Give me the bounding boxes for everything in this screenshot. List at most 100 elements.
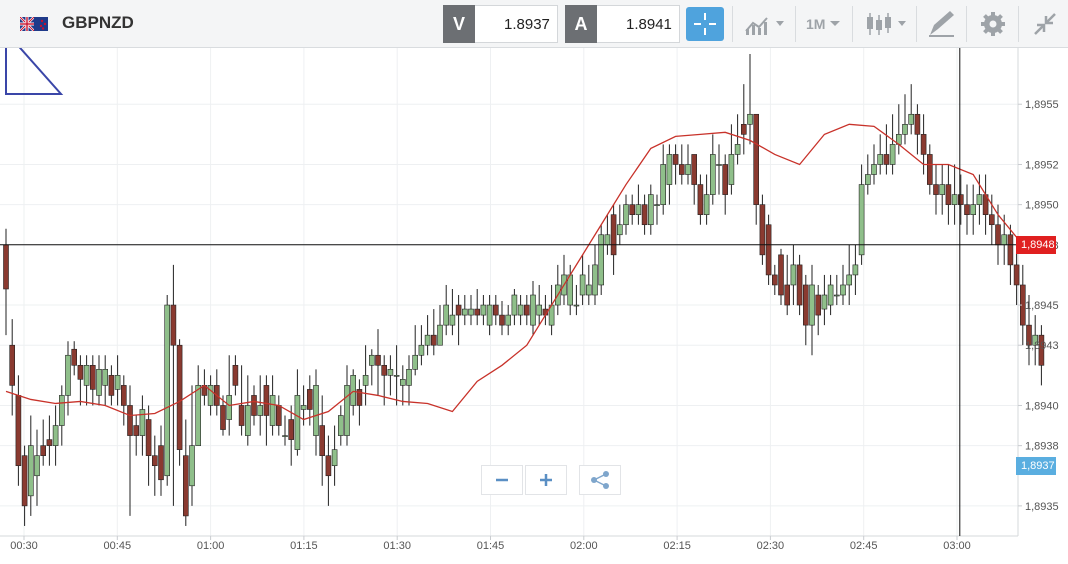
candle-body [647, 194, 654, 226]
gear-icon[interactable] [974, 5, 1012, 43]
candle-body [926, 154, 933, 185]
y-axis-labels: 1,8935 1,8938 1,8940 1,8943 1,8945 1,8948 1,89… [1018, 99, 1059, 513]
candlestick-icon[interactable] [860, 5, 910, 43]
sell-price[interactable]: 1.8937 [504, 16, 550, 33]
timeframe-selector[interactable]: 1M [806, 16, 826, 32]
triangle-drawing[interactable] [5, 48, 64, 95]
candle [895, 104, 902, 155]
x-tick-label: 01:00 [197, 540, 225, 552]
candle-body [455, 304, 462, 316]
candle [846, 244, 853, 306]
candle [412, 325, 419, 376]
candle [765, 214, 772, 285]
candle [1007, 224, 1014, 285]
line-chart-icon[interactable] [740, 5, 790, 43]
y-tick-label: 1,8943 [1025, 340, 1059, 352]
candle-body [536, 304, 543, 316]
buy-label[interactable]: A [565, 5, 597, 43]
candle-body [678, 164, 685, 175]
candle-body [46, 439, 53, 446]
buy-price[interactable]: 1.8941 [626, 16, 672, 33]
candle-body [995, 224, 1001, 246]
candle [139, 395, 146, 456]
price-chart[interactable]: 1,8935 1,8938 1,8940 1,8943 1,8945 1,8948 1,89… [0, 48, 1068, 564]
candle-body [753, 113, 760, 205]
candle-body [102, 369, 108, 386]
sell-label[interactable]: V [443, 5, 475, 43]
candle [722, 154, 729, 215]
y-tick-label: 1,8950 [1025, 200, 1059, 212]
x-tick-label: 02:45 [850, 540, 878, 552]
candle [15, 375, 22, 486]
candle [238, 365, 245, 436]
candle-body [1001, 234, 1008, 246]
candle-body [306, 389, 313, 410]
candle [58, 385, 65, 446]
candle-body [610, 214, 617, 256]
candle [784, 254, 791, 316]
chevron-down-icon[interactable] [826, 5, 846, 43]
candle [492, 295, 499, 326]
candle [65, 341, 71, 416]
candle-body [666, 154, 673, 185]
candle-body [815, 294, 822, 316]
candle-body [790, 264, 797, 286]
candle [610, 204, 617, 275]
candle-body [1007, 234, 1014, 266]
candle [548, 284, 555, 336]
candle-body [1013, 264, 1020, 286]
candle [939, 164, 946, 215]
candle [114, 355, 121, 406]
crosshair-button[interactable] [686, 7, 724, 41]
candle-body [288, 419, 295, 440]
candle [914, 104, 921, 155]
candle-body [183, 455, 189, 517]
candle [214, 369, 220, 416]
candle-body [337, 415, 344, 436]
zoom-in-button[interactable] [525, 465, 567, 495]
zoom-out-button[interactable] [481, 465, 523, 495]
x-tick-label: 02:15 [663, 540, 691, 552]
candle [499, 301, 505, 336]
candle-body [858, 184, 865, 256]
candle-body [641, 204, 648, 226]
candle [573, 284, 580, 316]
candle [852, 244, 859, 296]
candle [542, 295, 549, 326]
candle [685, 144, 691, 185]
candle [474, 288, 481, 326]
candle-body [170, 304, 177, 346]
candle [158, 425, 164, 496]
candle-body [945, 184, 952, 205]
candle-body [728, 154, 735, 185]
x-tick-label: 02:30 [757, 540, 785, 552]
candle [46, 415, 53, 466]
candle [207, 375, 214, 416]
candle-body [319, 425, 326, 456]
share-button[interactable] [579, 465, 621, 495]
candle-body [654, 204, 660, 206]
candle [269, 375, 276, 436]
candle [517, 295, 524, 326]
candle [641, 194, 648, 235]
candle [964, 184, 970, 235]
candle-body [573, 304, 580, 307]
candle [251, 385, 257, 426]
candle-body [368, 354, 375, 366]
candle [908, 84, 915, 135]
pencil-icon[interactable] [924, 5, 960, 43]
candle [827, 274, 834, 316]
candle-body [759, 204, 766, 256]
collapse-icon[interactable] [1026, 5, 1064, 43]
candle [771, 264, 778, 296]
candle [437, 305, 443, 346]
x-tick-label: 01:30 [383, 540, 411, 552]
candle-body [685, 164, 691, 175]
candle [592, 244, 598, 306]
candle-body [294, 395, 301, 450]
candle-body [703, 194, 710, 215]
candle [319, 395, 326, 486]
candle [840, 264, 846, 306]
candle-body [232, 365, 239, 386]
symbol-title: GBPNZD [62, 13, 134, 32]
